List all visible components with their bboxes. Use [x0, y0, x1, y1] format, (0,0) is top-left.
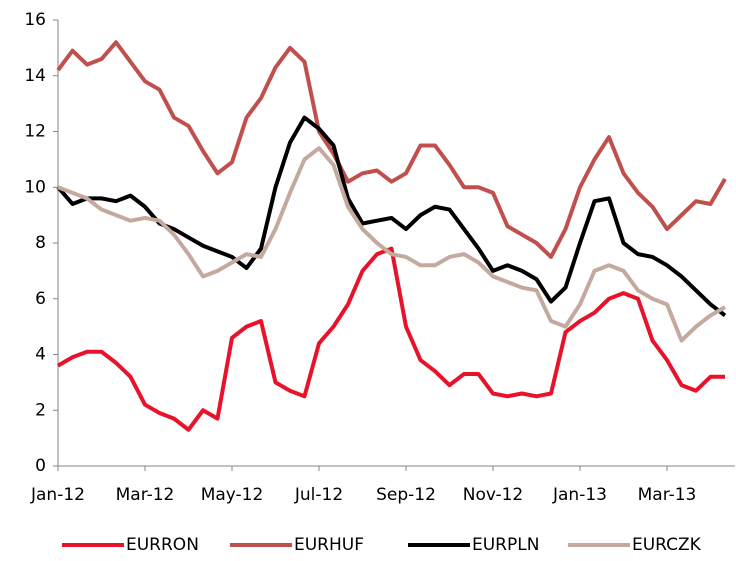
x-tick-label: Mar-12: [116, 485, 175, 505]
y-tick-label: 8: [35, 233, 46, 253]
legend-label: EURHUF: [294, 535, 364, 555]
y-tick-label: 14: [24, 66, 46, 86]
x-tick-label: Jan-13: [552, 485, 607, 505]
x-tick-label: Jan-12: [30, 485, 85, 505]
x-tick-label: Sep-12: [376, 485, 436, 505]
y-tick-label: 12: [24, 122, 46, 142]
legend-label: EURPLN: [472, 535, 539, 555]
x-tick-label: May-12: [201, 485, 264, 505]
y-tick-label: 2: [35, 400, 46, 420]
y-tick-label: 6: [35, 289, 46, 309]
series-line: [56, 115, 727, 318]
y-tick-label: 10: [24, 177, 46, 197]
y-tick-label: 0: [35, 456, 46, 476]
y-tick-label: 16: [24, 10, 46, 30]
legend-label: EURCZK: [632, 535, 702, 555]
legend-label: EURRON: [126, 535, 199, 555]
y-tick-label: 4: [35, 345, 46, 365]
x-tick-label: Mar-13: [638, 485, 697, 505]
series-line: [57, 146, 726, 343]
x-tick-label: Jul-12: [294, 485, 343, 505]
x-tick-label: Nov-12: [463, 485, 524, 505]
series-line: [57, 246, 725, 432]
series-line: [56, 40, 727, 259]
